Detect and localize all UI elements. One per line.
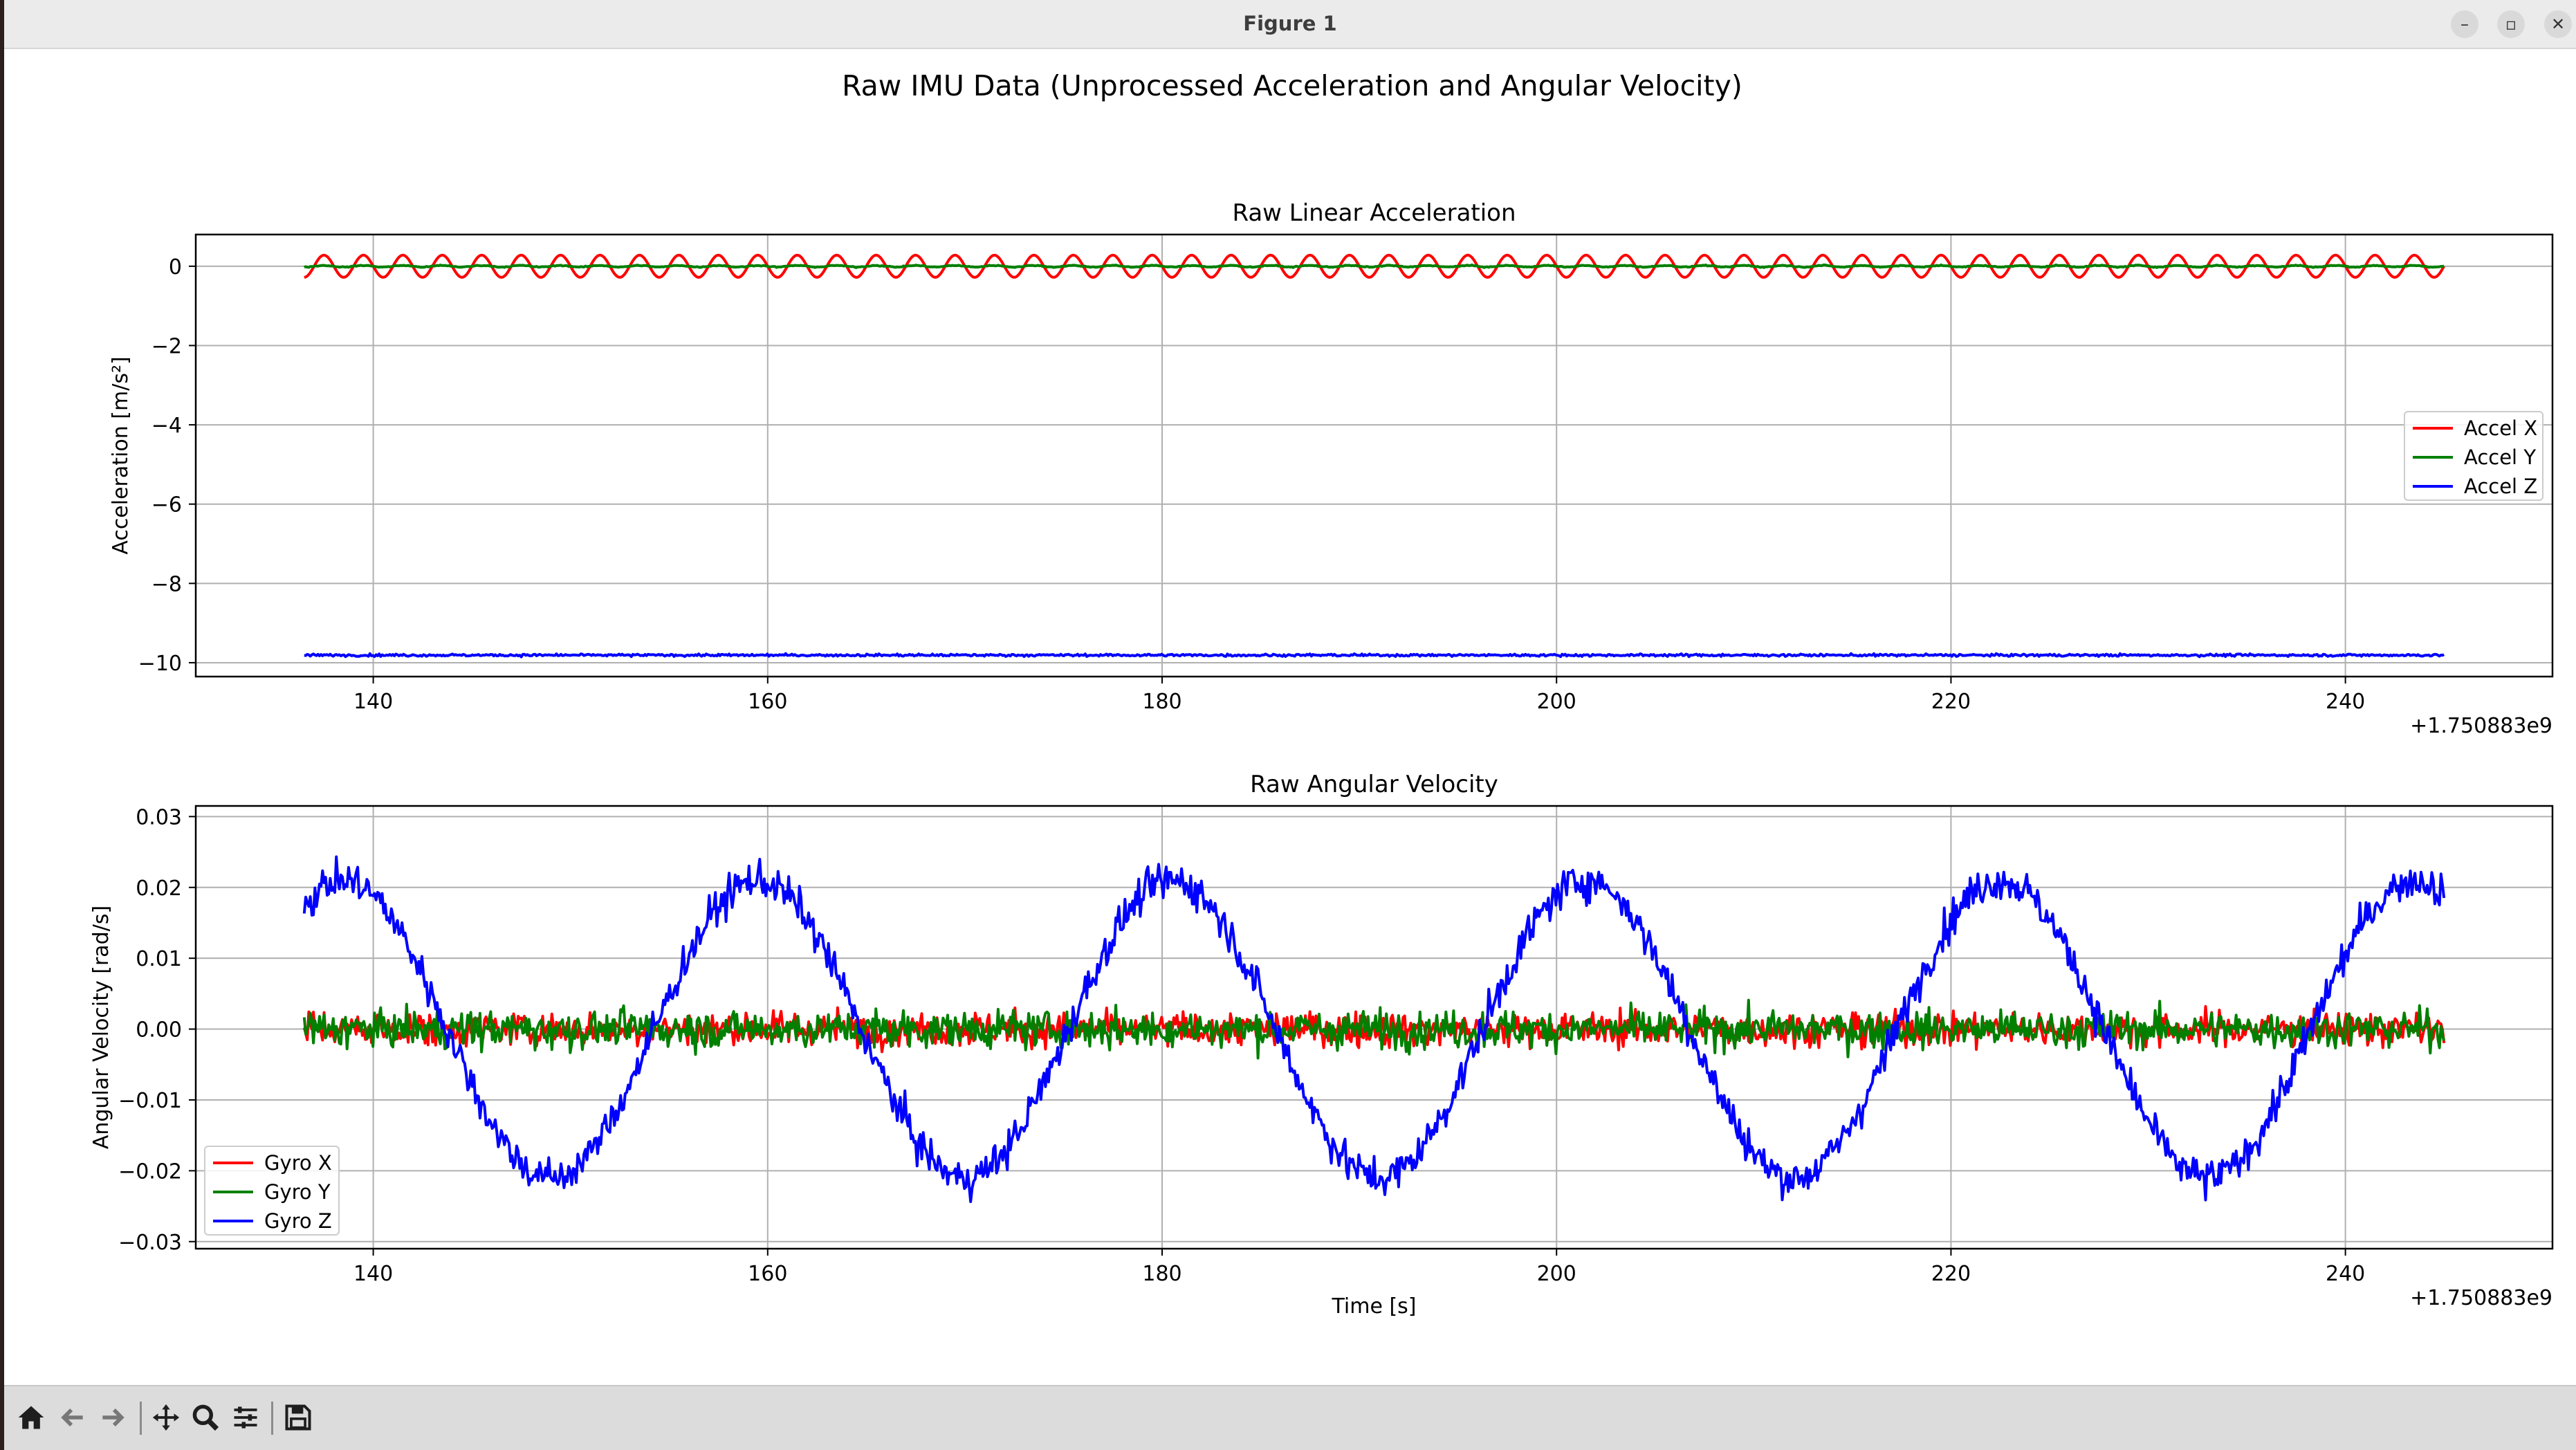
configure-subplots-icon[interactable] [227, 1399, 264, 1436]
navigation-toolbar [4, 1385, 2576, 1450]
x-tick-label: 180 [1142, 1262, 1181, 1286]
zoom-icon[interactable] [187, 1399, 224, 1436]
y-tick-label: −0.02 [118, 1159, 182, 1184]
legend-box [2404, 411, 2543, 501]
series-line-accel-y [303, 263, 2445, 269]
figure-window: Figure 1 – ▫ ✕ Raw IMU Data (Unprocessed… [4, 0, 2576, 1450]
legend-entry: Gyro Z [264, 1209, 332, 1233]
back-arrow-icon[interactable] [54, 1399, 91, 1436]
legend-entry: Gyro X [264, 1151, 332, 1175]
y-tick-label: 0.02 [136, 877, 182, 901]
y-tick-label: −2 [151, 334, 182, 358]
y-tick-label: 0.01 [136, 947, 182, 971]
y-tick-label: −6 [151, 493, 182, 517]
x-tick-label: 160 [748, 1262, 787, 1286]
y-tick-label: 0.03 [136, 805, 182, 829]
y-tick-label: 0.00 [136, 1018, 182, 1043]
minimize-icon[interactable]: – [2451, 10, 2478, 38]
axes-title: Raw Linear Acceleration [1232, 199, 1516, 227]
angular-velocity-axes: 140 160 180 200 220 240 0.03 0.02 0.01 0.00 −0.01 −… [89, 771, 2554, 1319]
legend-box [204, 1146, 340, 1236]
window-title: Figure 1 [1243, 12, 1337, 35]
series-line-accel-z [304, 652, 2445, 659]
pan-icon[interactable] [147, 1399, 185, 1436]
figure-canvas: Raw IMU Data (Unprocessed Acceleration a… [89, 69, 2554, 1319]
figure-suptitle: Raw IMU Data (Unprocessed Acceleration a… [842, 69, 1742, 102]
y-axis-label: Angular Velocity [rad/s] [89, 906, 113, 1149]
legend-entry: Accel Z [2464, 475, 2537, 498]
axes-frame [194, 233, 2554, 678]
x-tick-label: 220 [1931, 690, 1971, 714]
y-tick-label: −8 [151, 572, 182, 596]
x-tick-label: 160 [748, 690, 787, 714]
x-axis-label: Time [s] [1332, 1294, 1417, 1319]
forward-arrow-icon[interactable] [94, 1399, 131, 1436]
home-icon[interactable] [12, 1399, 50, 1436]
y-tick-label: −0.01 [118, 1089, 182, 1113]
legend-entry: Gyro Y [264, 1180, 331, 1204]
acceleration-axes: 140 160 180 200 220 240 0 −2 −4 −6 −8 −10 Raw Linear… [109, 199, 2554, 738]
series-line-accel-x [304, 253, 2445, 279]
series-line-gyro-z [302, 855, 2446, 1203]
x-offset-label: +1.750883e9 [2410, 714, 2552, 738]
y-tick-label: −10 [138, 652, 182, 676]
x-tick-label: 140 [353, 1262, 393, 1286]
toolbar-separator [271, 1402, 273, 1435]
x-offset-label: +1.750883e9 [2410, 1286, 2552, 1310]
axes-frame [194, 805, 2554, 1250]
y-tick-label: −4 [151, 414, 182, 438]
x-tick-label: 180 [1142, 690, 1181, 714]
title-bar: Figure 1 – ▫ ✕ [4, 0, 2576, 49]
toolbar-separator [140, 1402, 142, 1435]
x-tick-label: 220 [1931, 1262, 1971, 1286]
y-tick-label: −0.03 [118, 1231, 182, 1255]
x-tick-label: 200 [1537, 690, 1576, 714]
save-icon[interactable] [279, 1399, 317, 1436]
series-line-gyro-y [302, 998, 2446, 1060]
x-tick-label: 140 [353, 690, 393, 714]
y-axis-label: Acceleration [m/s²] [109, 356, 133, 554]
y-tick-label: 0 [169, 255, 182, 279]
legend-entry: Accel Y [2464, 446, 2536, 469]
x-tick-label: 240 [2326, 690, 2365, 714]
legend-entry: Accel X [2464, 416, 2537, 440]
x-tick-label: 200 [1537, 1262, 1576, 1286]
close-icon[interactable]: ✕ [2544, 10, 2572, 38]
maximize-icon[interactable]: ▫ [2497, 10, 2525, 38]
axes-title: Raw Angular Velocity [1250, 771, 1498, 798]
x-tick-label: 240 [2326, 1262, 2365, 1286]
